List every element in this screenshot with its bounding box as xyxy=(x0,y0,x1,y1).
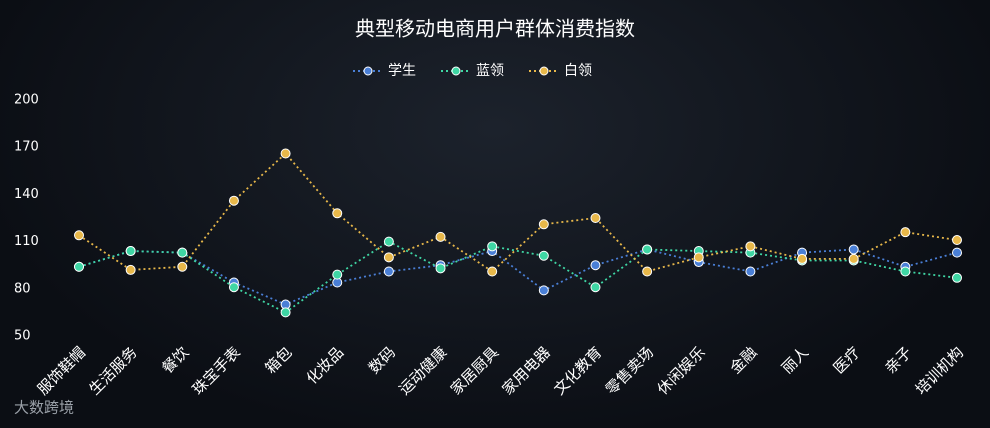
series-line xyxy=(78,248,958,306)
data-point xyxy=(280,307,291,318)
data-point xyxy=(590,213,601,223)
x-tick-label: 生活服务 xyxy=(85,343,140,398)
x-tick-label: 金融 xyxy=(726,343,760,377)
legend-label: 学生 xyxy=(388,63,416,79)
data-point xyxy=(590,282,601,293)
x-tick-label: 医疗 xyxy=(830,343,864,377)
series-line xyxy=(78,152,958,273)
watermark: 大数跨境 xyxy=(14,399,74,417)
data-point xyxy=(435,263,446,274)
data-point xyxy=(74,230,84,241)
series-line xyxy=(78,240,958,314)
x-tick-label: 餐饮 xyxy=(158,343,192,377)
data-point xyxy=(642,244,653,255)
x-tick-label: 服饰鞋帽 xyxy=(34,343,89,398)
y-tick-label: 200 xyxy=(14,93,39,108)
data-point xyxy=(797,253,808,264)
x-tick-label: 亲子 xyxy=(881,343,915,377)
data-point xyxy=(848,244,859,255)
data-point xyxy=(125,264,136,275)
data-point xyxy=(228,282,239,293)
data-point xyxy=(383,252,394,263)
x-tick-label: 培训机构 xyxy=(912,343,967,398)
data-point xyxy=(952,247,962,258)
data-point xyxy=(332,208,343,219)
data-point xyxy=(642,266,653,277)
data-point xyxy=(125,246,136,257)
data-point xyxy=(900,227,911,238)
x-tick-label: 箱包 xyxy=(262,343,296,377)
data-point xyxy=(177,247,188,258)
x-tick-label: 数码 xyxy=(365,343,399,377)
data-point xyxy=(745,241,756,252)
x-tick-label: 休闲娱乐 xyxy=(654,343,709,398)
x-tick-label: 运动健康 xyxy=(395,343,450,398)
data-point xyxy=(332,269,343,280)
x-tick-label: 文化教育 xyxy=(550,343,605,398)
data-point xyxy=(383,236,394,247)
data-point xyxy=(538,219,549,230)
data-point xyxy=(487,266,498,277)
x-tick-label: 丽人 xyxy=(778,343,812,377)
chart-title: 典型移动电商用户群体消费指数 xyxy=(355,17,635,41)
data-point xyxy=(487,241,498,252)
data-point xyxy=(745,266,756,277)
y-tick-label: 80 xyxy=(14,281,31,296)
legend-marker xyxy=(451,66,461,76)
y-tick-label: 170 xyxy=(14,140,39,155)
data-point xyxy=(435,231,446,242)
legend-label: 白领 xyxy=(564,63,592,79)
x-tick-label: 家居厨具 xyxy=(447,343,502,398)
data-point xyxy=(590,260,601,271)
data-point xyxy=(952,272,962,283)
data-point xyxy=(383,266,394,277)
data-point xyxy=(177,261,188,272)
y-tick-label: 50 xyxy=(14,329,31,344)
data-point xyxy=(538,285,549,296)
data-point xyxy=(848,253,859,264)
legend-marker xyxy=(539,66,549,76)
legend-label: 蓝领 xyxy=(476,63,504,79)
data-point xyxy=(538,250,549,261)
y-tick-label: 110 xyxy=(14,234,39,249)
x-tick-label: 化妆品 xyxy=(303,343,348,388)
data-point xyxy=(280,148,291,159)
data-point xyxy=(952,235,962,246)
data-point xyxy=(74,261,84,272)
data-point xyxy=(693,252,704,263)
x-tick-label: 家用电器 xyxy=(499,343,554,398)
legend-marker xyxy=(363,66,373,76)
x-tick-label: 零售卖场 xyxy=(602,343,657,398)
x-tick-label: 珠宝手表 xyxy=(189,343,244,398)
y-tick-label: 140 xyxy=(14,187,39,202)
data-point xyxy=(228,195,239,206)
data-point xyxy=(900,266,911,277)
